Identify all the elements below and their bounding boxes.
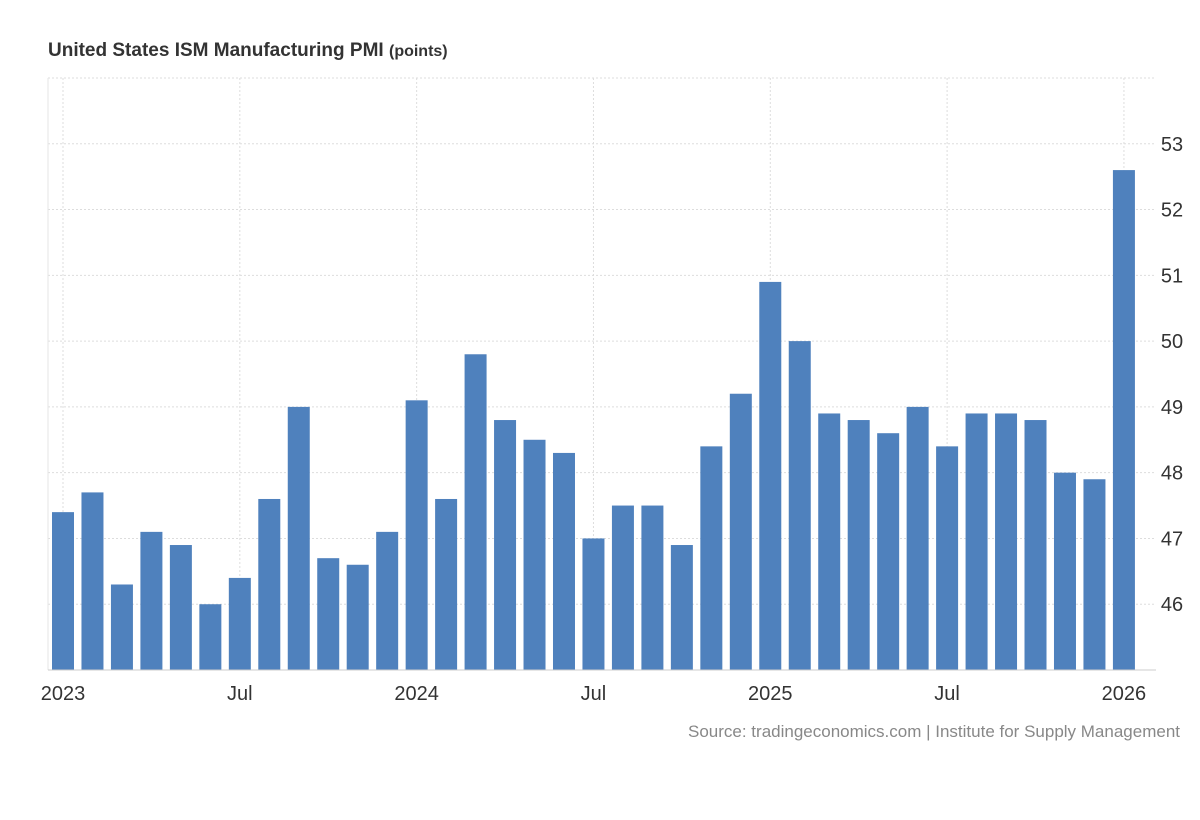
- y-tick-label: 48: [1161, 463, 1183, 485]
- bar-2025-04: [847, 420, 870, 670]
- y-tick-label: 53: [1161, 134, 1183, 156]
- bar-2024-02: [435, 498, 458, 670]
- bar-2025-02: [788, 341, 811, 670]
- y-tick-label: 49: [1161, 397, 1183, 419]
- chart-title: United States ISM Manufacturing PMI (poi…: [48, 40, 448, 62]
- y-tick-label: 47: [1161, 528, 1183, 550]
- bar-2024-05: [523, 439, 546, 670]
- bar-2023-07: [228, 577, 251, 670]
- bar-2024-12: [729, 393, 752, 670]
- bar-2025-03: [818, 413, 841, 670]
- y-tick-label: 46: [1161, 594, 1183, 616]
- x-tick-label: 2026: [1102, 683, 1147, 705]
- bar-2024-11: [700, 446, 723, 670]
- x-tick-label: Jul: [227, 683, 253, 705]
- bar-2025-08: [965, 413, 988, 670]
- y-tick-label: 52: [1161, 200, 1183, 222]
- bar-2023-08: [258, 498, 281, 670]
- bar-2023-02: [81, 492, 104, 670]
- bar-2024-06: [552, 452, 575, 670]
- bar-2025-05: [877, 433, 900, 670]
- bar-2023-11: [346, 564, 369, 670]
- bar-2023-01: [52, 512, 74, 670]
- bar-2023-03: [110, 584, 133, 670]
- bar-2025-06: [906, 406, 929, 670]
- bar-2023-06: [199, 604, 222, 670]
- bar-2024-01: [405, 400, 428, 670]
- bar-2026-01: [1112, 170, 1135, 671]
- x-tick-label: Jul: [934, 683, 960, 705]
- bar-2025-09: [995, 413, 1018, 670]
- y-tick-label: 50: [1161, 331, 1183, 353]
- x-tick-label: 2025: [748, 683, 793, 705]
- bar-2024-10: [670, 545, 693, 670]
- bar-2024-08: [611, 505, 634, 670]
- y-tick-label: 51: [1161, 265, 1183, 287]
- x-tick-label: 2024: [394, 683, 439, 705]
- bar-2025-01: [759, 281, 782, 670]
- chart-title-text: United States ISM Manufacturing PMI: [48, 40, 384, 61]
- bar-2025-07: [936, 446, 959, 670]
- bar-2024-09: [641, 505, 664, 670]
- bar-2024-04: [494, 420, 517, 670]
- bar-2024-03: [464, 354, 487, 670]
- chart-unit: (points): [388, 43, 448, 60]
- x-tick-label: Jul: [581, 683, 607, 705]
- bar-2023-09: [287, 406, 310, 670]
- bar-2025-12: [1083, 479, 1106, 670]
- bar-chart: 46 47 48 49 50 51 52 53 2023 Jul 2024 Jul 2025 Jul 202…: [41, 77, 1183, 705]
- bar-2025-11: [1053, 472, 1076, 670]
- source-note: Source: tradingeconomics.com | Institute…: [688, 722, 1180, 741]
- bar-2023-05: [169, 545, 192, 670]
- bar-2025-10: [1024, 420, 1047, 670]
- bar-2024-07: [582, 538, 605, 670]
- x-tick-label: 2023: [41, 683, 86, 705]
- bar-2023-10: [317, 558, 340, 670]
- bar-2023-04: [140, 531, 163, 670]
- bar-2023-12: [376, 531, 399, 670]
